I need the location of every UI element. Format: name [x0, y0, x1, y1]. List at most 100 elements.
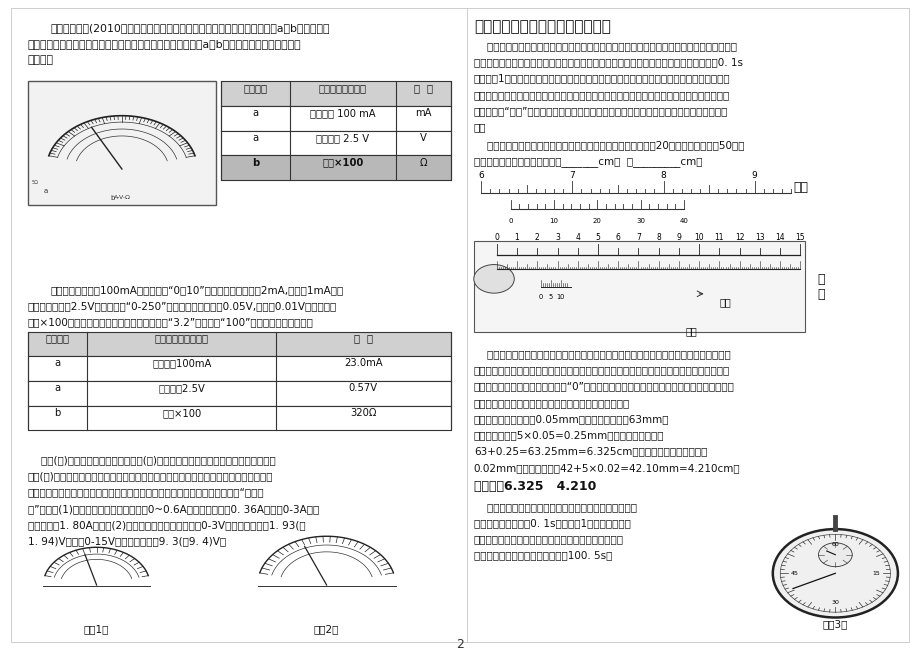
Text: 【答案】6.325   4.210: 【答案】6.325 4.210 — [473, 480, 596, 493]
Text: b: b — [110, 194, 115, 201]
Text: 【典例导悟】下面各图均是用游标卡尺测量时的刻度图，甲为20分度游标尺，乙为50分度: 【典例导悟】下面各图均是用游标卡尺测量时的刻度图，甲为20分度游标尺，乙为50分… — [473, 140, 743, 150]
Text: 图（1）: 图（1） — [84, 625, 109, 634]
Text: 【解析】直流电流100mA挡读第二行“0～10”一排，最小分度値为2mA,估读到1mA就可: 【解析】直流电流100mA挡读第二行“0～10”一排，最小分度値为2mA,估读到… — [51, 285, 344, 294]
Text: 直流电流100mA: 直流电流100mA — [152, 358, 211, 369]
Text: 320Ω: 320Ω — [350, 408, 376, 418]
Text: 12: 12 — [734, 233, 743, 242]
Text: 时间。如图所示，此秒表的读数为100. 5s。: 时间。如图所示，此秒表的读数为100. 5s。 — [473, 551, 611, 560]
Bar — [221, 155, 450, 180]
Text: 对齐，不需要另在有效数字末位补“0”表示游标最小分度値。读数方法是：游标零刻线整数，: 对齐，不需要另在有效数字末位补“0”表示游标最小分度値。读数方法是：游标零刻线整… — [473, 382, 734, 391]
Text: 身已经有了“估读”的意味，故不用再估读了。欧姆表刻度不均匀，可以不佐读或按半刻度佐: 身已经有了“估读”的意味，故不用再估读了。欧姆表刻度不均匀，可以不佐读或按半刻度… — [473, 106, 727, 116]
Text: 60: 60 — [831, 542, 838, 547]
Text: 5: 5 — [595, 233, 600, 242]
Text: 6: 6 — [615, 233, 620, 242]
Text: 【解析】对游标卡尺的末位数不要求再做估读，如遇到游标上没有哪一根刻度线与主尺刻: 【解析】对游标卡尺的末位数不要求再做估读，如遇到游标上没有哪一根刻度线与主尺刻 — [473, 349, 730, 359]
Text: 游标尺，它们的读数分别为：甲_______cm，  乙_________cm。: 游标尺，它们的读数分别为：甲_______cm， 乙_________cm。 — [473, 157, 701, 166]
Bar — [28, 81, 216, 205]
Text: a: a — [44, 188, 48, 194]
Text: 电阻×100: 电阻×100 — [162, 408, 201, 418]
Text: 读  数: 读 数 — [414, 83, 432, 94]
Text: 【典例导悟】(2010合肥模拟）用多用电表进行了几次测量，指针分别处于a、b的位置，如: 【典例导悟】(2010合肥模拟）用多用电表进行了几次测量，指针分别处于a、b的位… — [51, 23, 330, 32]
Text: b: b — [252, 157, 258, 168]
Text: 游标尺上数格数，乘上精度是小数，两者相加是读数。图: 游标尺上数格数，乘上精度是小数，两者相加是读数。图 — [473, 398, 630, 408]
Text: 10: 10 — [694, 233, 703, 242]
Text: a: a — [252, 108, 258, 118]
Text: 23.0mA: 23.0mA — [344, 358, 382, 369]
Text: 图: 图 — [816, 273, 823, 286]
Text: 7: 7 — [569, 171, 574, 180]
Circle shape — [473, 265, 514, 293]
Text: 8: 8 — [655, 233, 661, 242]
Text: 2: 2 — [456, 638, 463, 650]
Text: 停在两小格之间，所以不能估度读出比最小刻度更短的: 停在两小格之间，所以不能估度读出比最小刻度更短的 — [473, 534, 623, 544]
Text: 11: 11 — [714, 233, 723, 242]
Text: 仪器(表)测量的准确程度决定了仪器(表)的误差：误差的大小决定了他的最小分度，: 仪器(表)测量的准确程度决定了仪器(表)的误差：误差的大小决定了他的最小分度， — [28, 455, 275, 465]
Text: 乙: 乙 — [816, 288, 823, 301]
Text: V: V — [419, 133, 426, 143]
Text: 14: 14 — [775, 233, 784, 242]
Text: 差是它最小刻度的一半，哪一位出现误差，就读到那一位为止，这种读法俣称“半格估: 差是它最小刻度的一半，哪一位出现误差，就读到那一位为止，这种读法俣称“半格估 — [28, 488, 264, 497]
Text: 图所示，若多用电表的选择开关处于下面表格中所指的挡位，a和b的相应读数是多少？请填在: 图所示，若多用电表的选择开关处于下面表格中所指的挡位，a和b的相应读数是多少？请… — [28, 39, 301, 49]
Text: 8: 8 — [660, 171, 665, 180]
Text: 7: 7 — [635, 233, 641, 242]
Text: 5: 5 — [548, 294, 552, 300]
Bar — [28, 381, 450, 406]
Text: 图（3）: 图（3） — [822, 619, 847, 629]
Circle shape — [772, 529, 897, 617]
Text: 1: 1 — [514, 233, 519, 242]
Text: 2: 2 — [534, 233, 539, 242]
Text: 0.57V: 0.57V — [348, 383, 378, 393]
Text: 指针位置: 指针位置 — [45, 333, 70, 344]
Bar — [473, 240, 804, 332]
Text: 0: 0 — [508, 218, 512, 224]
Text: 时，读数为1. 80A；如图(2)所示伏特表指针位置，若用0-3V量程时，读数为1. 93(或: 时，读数为1. 80A；如图(2)所示伏特表指针位置，若用0-3V量程时，读数为… — [28, 520, 305, 530]
Text: 选择开关所处挡位: 选择开关所处挡位 — [318, 83, 367, 94]
Text: 40: 40 — [679, 218, 687, 224]
Text: 30: 30 — [831, 599, 838, 605]
Text: mA: mA — [414, 108, 431, 118]
Bar — [221, 81, 450, 106]
Text: 3: 3 — [554, 233, 560, 242]
Text: 笱每次拨动旋麮时阻値也是跳跃式增加，不会出现中间阻値。游标卡尺的游标和主尺对齐，本: 笱每次拨动旋麮时阻値也是跳跃式增加，不会出现中间阻値。游标卡尺的游标和主尺对齐，… — [473, 90, 730, 99]
Text: 采用的齿轮传动，每0. 1s指针跳跃1次，指针不可能: 采用的齿轮传动，每0. 1s指针跳跃1次，指针不可能 — [473, 518, 630, 528]
Text: 13: 13 — [754, 233, 764, 242]
Text: a: a — [54, 358, 61, 369]
Text: 【解析】秒表：对秒表读数时一般不估读，因为机械表: 【解析】秒表：对秒表读数时一般不估读，因为机械表 — [473, 502, 636, 512]
Text: 5Ω: 5Ω — [31, 180, 38, 185]
Text: 直流电流 100 mA: 直流电流 100 mA — [310, 108, 375, 118]
Text: 度线对齐的情况，则选择靠主尺刻度线最近的一根线读数。有效数字的末位与游标卡尺的精度: 度线对齐的情况，则选择靠主尺刻度线最近的一根线读数。有效数字的末位与游标卡尺的精… — [473, 365, 730, 375]
Text: 二、不需要估读的仪器的读数问题: 二、不需要估读的仪器的读数问题 — [473, 20, 610, 34]
Text: 10: 10 — [549, 218, 558, 224]
Text: 读  数: 读 数 — [354, 333, 372, 344]
Text: 游标: 游标 — [685, 326, 697, 336]
Text: 指针跳跃1次，指针不可能停在两小格之间，所以不能估读出比最小刻度更短的时间。而电阻: 指针跳跃1次，指针不可能停在两小格之间，所以不能估读出比最小刻度更短的时间。而电… — [473, 73, 730, 83]
Text: 图甲: 图甲 — [792, 181, 807, 194]
Text: 1. 94)V；若用0-15V量程时，读数为9. 3(抖9. 4)V。: 1. 94)V；若用0-15V量程时，读数为9. 3(抖9. 4)V。 — [28, 536, 225, 546]
Text: 以了；直流电压2.5V挡读第二行“0-250”一排，最小分度値为0.05V,估读到0.01V就可以了；: 以了；直流电压2.5V挡读第二行“0-250”一排，最小分度値为0.05V,估读… — [28, 301, 336, 311]
Text: 15: 15 — [795, 233, 804, 242]
Bar — [28, 332, 450, 356]
Text: 指针位置: 指针位置 — [243, 83, 267, 94]
Text: 9: 9 — [675, 233, 681, 242]
Text: a: a — [54, 383, 61, 393]
Text: 4: 4 — [574, 233, 580, 242]
Text: 30: 30 — [635, 218, 644, 224]
Text: 直流电压2.5V: 直流电压2.5V — [158, 383, 205, 393]
Text: 45: 45 — [790, 571, 798, 576]
Text: 10: 10 — [556, 294, 564, 300]
Text: A-V-Ω: A-V-Ω — [113, 194, 130, 200]
Circle shape — [818, 543, 851, 567]
Text: 63+0.25=63.25mm=6.325cm，图乙中游标卡尺的精度为: 63+0.25=63.25mm=6.325cm，图乙中游标卡尺的精度为 — [473, 447, 707, 456]
Text: 0: 0 — [494, 233, 499, 242]
Text: 主尺: 主尺 — [719, 297, 731, 307]
Text: 时间和电阻笱的阻値变化是跳跃的不连续的，故一般不估读。如机械表采用齿轮传动，每0. 1s: 时间和电阻笱的阻値变化是跳跃的不连续的，故一般不估读。如机械表采用齿轮传动，每0… — [473, 57, 742, 67]
Text: 9: 9 — [751, 171, 756, 180]
Text: 选择开关所处的挡位: 选择开关所处的挡位 — [154, 333, 209, 344]
Text: 电阻×100: 电阻×100 — [322, 157, 363, 168]
Bar — [28, 406, 450, 430]
Text: 表格中。: 表格中。 — [28, 55, 53, 65]
Text: 6: 6 — [478, 171, 483, 180]
Text: 0.02mm，图乙的读数为42+5×0.02=42.10mm=4.210cm。: 0.02mm，图乙的读数为42+5×0.02=42.10mm=4.210cm。 — [473, 463, 740, 473]
Text: 仪器(表)最小分度显示它每次测量的绝对误差的大小，可以粗略地认为每次测量的绝对误: 仪器(表)最小分度显示它每次测量的绝对误差的大小，可以粗略地认为每次测量的绝对误 — [28, 471, 273, 481]
Text: 游标上的小数为5×0.05=0.25mm，所以图甲的读数为: 游标上的小数为5×0.05=0.25mm，所以图甲的读数为 — [473, 430, 664, 440]
